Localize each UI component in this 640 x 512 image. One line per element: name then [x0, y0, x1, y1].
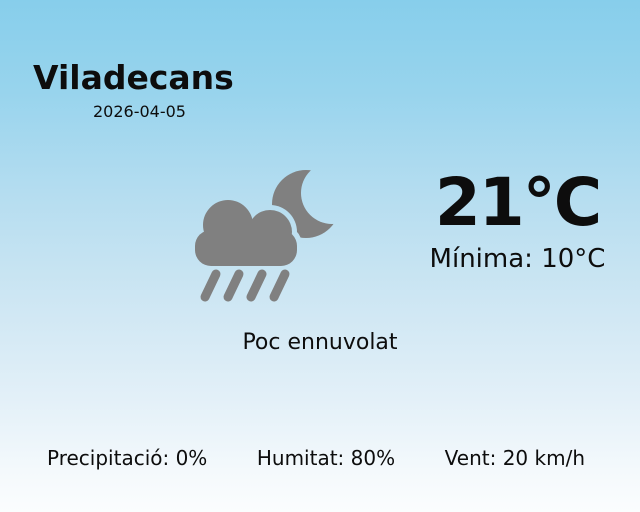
precipitation-stat: Precipitació: 0% — [47, 446, 208, 470]
wind-stat: Vent: 20 km/h — [444, 446, 585, 470]
cloud-rain-moon-icon — [190, 160, 350, 310]
forecast-date: 2026-04-05 — [93, 102, 186, 121]
location-title: Viladecans — [33, 58, 234, 97]
humidity-stat: Humitat: 80% — [256, 446, 396, 470]
weather-condition: Poc ennuvolat — [242, 330, 398, 355]
stats-row: Precipitació: 0% Humitat: 80% Vent: 20 k… — [0, 446, 640, 470]
current-temperature: 21°C — [434, 164, 602, 241]
minimum-temperature: Mínima: 10°C — [429, 244, 606, 274]
